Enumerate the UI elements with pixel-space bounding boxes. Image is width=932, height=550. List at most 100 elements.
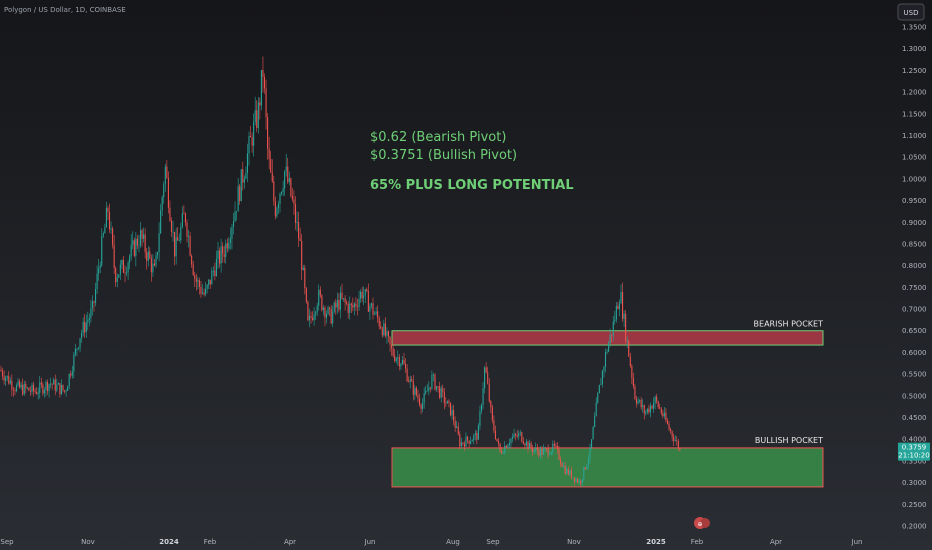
candle-body (188, 235, 190, 237)
candle-body (372, 303, 374, 315)
candle-body (79, 338, 81, 348)
candle-body (53, 379, 55, 385)
currency-button[interactable]: USD (897, 3, 925, 21)
x-tick-label: Feb (204, 538, 217, 546)
candle-body (477, 425, 479, 440)
y-tick-label: 0.2500 (902, 501, 927, 509)
candle-body (380, 326, 382, 329)
candle-body (499, 443, 501, 452)
bearish-pocket-zone[interactable] (391, 330, 824, 346)
candle-body (471, 440, 473, 442)
candle-body (336, 300, 338, 308)
candle-body (600, 384, 602, 386)
candle-body (9, 380, 11, 384)
y-tick-label: 1.2500 (902, 67, 927, 75)
candle-body (389, 336, 391, 345)
candle-body (432, 374, 434, 376)
candle-body (629, 356, 631, 366)
bullish-pocket-zone[interactable] (391, 447, 824, 488)
x-tick-label: Sep (486, 538, 500, 546)
candle-body (217, 250, 219, 259)
candle-body (493, 420, 495, 431)
candle-body (484, 367, 486, 389)
candle-body (632, 377, 634, 387)
candle-body (640, 399, 642, 408)
candle-body (673, 436, 675, 441)
candle-body (383, 323, 385, 336)
candle-body (361, 291, 363, 299)
candle-body (46, 381, 49, 392)
candle-body (349, 303, 351, 313)
candle-body (25, 384, 27, 389)
annotation-text: 65% PLUS LONG POTENTIAL (370, 178, 574, 193)
candle-body (87, 320, 89, 323)
candle-body (281, 191, 283, 194)
y-tick-label: 0.2000 (902, 523, 927, 531)
x-tick-label: Nov (567, 538, 581, 546)
candle-body (155, 255, 157, 266)
candle-body (431, 374, 433, 389)
candle-body (110, 228, 112, 230)
y-tick-label: 1.3500 (902, 24, 927, 32)
candle-body (521, 432, 523, 442)
candle-body (215, 258, 217, 277)
candle-body (234, 211, 236, 222)
candle-body (95, 289, 97, 303)
candle-body (363, 295, 365, 299)
candle-body (643, 405, 645, 414)
candle-body (367, 291, 369, 312)
candle-body (51, 383, 53, 385)
candle-body (646, 408, 648, 413)
candle-body (622, 292, 624, 319)
candle-body (153, 263, 155, 266)
candle-body (561, 463, 563, 467)
x-tick-label: Nov (81, 538, 95, 546)
candle-body (37, 392, 39, 395)
candle-body (423, 393, 425, 404)
candle-body (604, 351, 607, 367)
y-tick-label: 1.0000 (902, 175, 927, 183)
candle-body (572, 477, 574, 479)
y-tick-label: 0.6500 (902, 327, 927, 335)
candle-body (68, 373, 70, 387)
candle-body (408, 381, 410, 382)
candle-body (54, 379, 56, 391)
y-tick-label: 0.3000 (902, 479, 927, 487)
candle-body (387, 331, 390, 337)
candle-body (62, 385, 64, 391)
annotation-text: $0.3751 (Bullish Pivot) (370, 148, 517, 163)
candle-body (485, 367, 487, 373)
y-tick-label: 1.1000 (902, 132, 927, 140)
candle-body (169, 207, 171, 221)
y-tick-label: 0.9000 (902, 219, 927, 227)
candle-body (130, 244, 132, 257)
candle-body (366, 289, 368, 292)
price-countdown: 21:10:20 (898, 452, 929, 460)
candle-body (501, 451, 503, 454)
candle-body (392, 348, 394, 356)
candle-body (470, 441, 472, 444)
candle-body (161, 197, 163, 211)
candle-body (364, 289, 366, 296)
candle-body (8, 375, 10, 384)
candle-body (251, 137, 253, 146)
candle-body (197, 280, 199, 282)
candle-body (104, 227, 106, 234)
candle-body (59, 383, 61, 395)
candle-body (43, 389, 45, 394)
candle-body (119, 264, 121, 275)
candle-body (609, 334, 611, 344)
candle-body (584, 467, 586, 470)
candle-body (211, 270, 213, 285)
candle-body (144, 234, 146, 253)
symbol-header: Polygon / US Dollar, 1D, COINBASE (4, 6, 126, 14)
candle-body (510, 438, 512, 444)
candle-body (121, 260, 123, 265)
candle-body (45, 381, 47, 390)
candle-body (356, 306, 359, 308)
candle-body (659, 407, 661, 409)
candle-body (642, 405, 644, 408)
candle-body (532, 448, 534, 452)
